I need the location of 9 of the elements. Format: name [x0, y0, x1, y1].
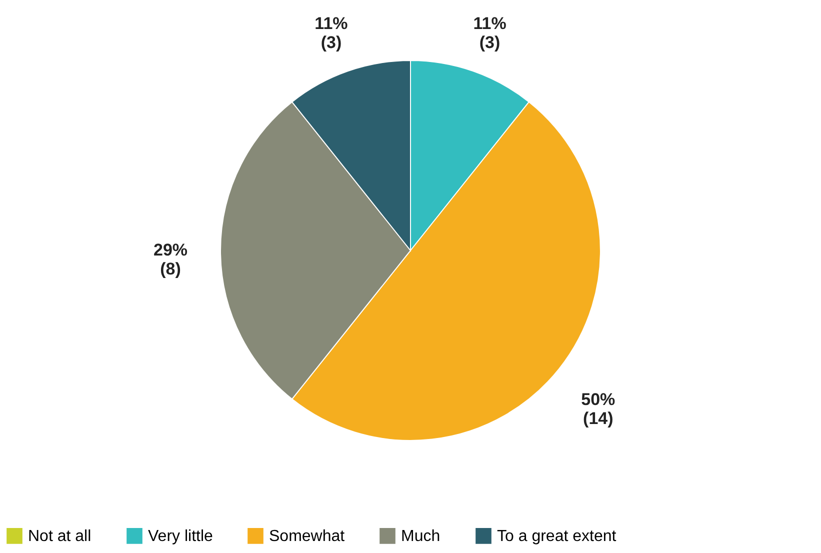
legend-label: Much — [401, 528, 440, 545]
legend-label: Very little — [148, 528, 214, 545]
data-label: 11% (3) — [314, 14, 348, 52]
data-label: 29% (8) — [153, 240, 188, 278]
data-label: 11% (3) — [473, 14, 506, 52]
data-label: 50% (14) — [581, 390, 616, 428]
legend-label: Not at all — [28, 528, 92, 545]
legend-label: To a great extent — [497, 528, 617, 545]
legend-label: Somewhat — [269, 528, 346, 545]
